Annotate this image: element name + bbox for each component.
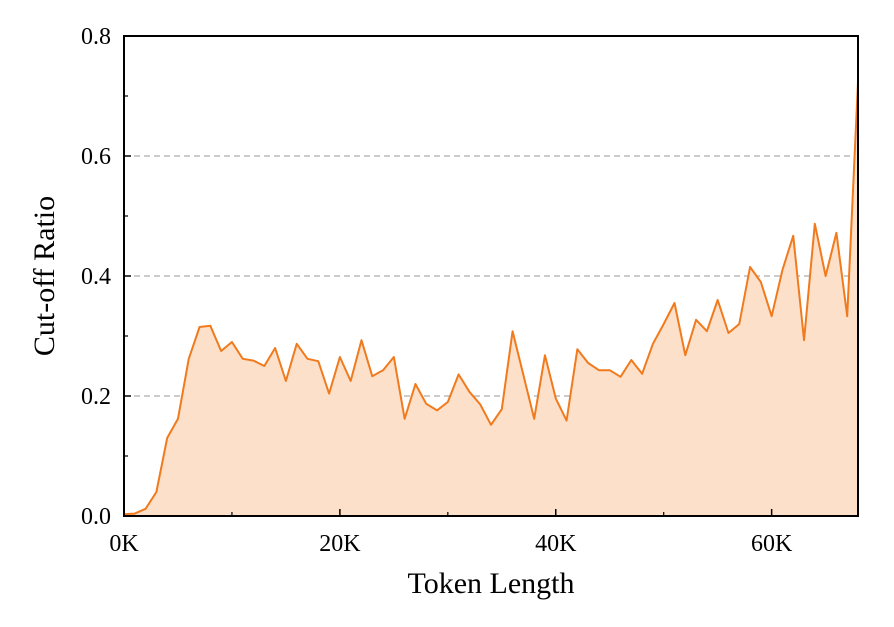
y-tick-label: 0.2: [81, 384, 111, 410]
x-tick-label: 60K: [751, 531, 793, 557]
y-tick-label: 0.8: [81, 24, 111, 50]
axis-ticks: 0K 20K 40K 60K 0.0 0.2 0.4 0.6 0.8: [81, 24, 793, 557]
y-tick-label: 0.4: [81, 264, 111, 290]
y-tick-label: 0.0: [81, 504, 111, 530]
y-axis-title: Cut-off Ratio: [28, 196, 61, 356]
series-line: [123, 81, 859, 516]
area-fill: [124, 82, 858, 516]
x-tick-label: 0K: [109, 531, 139, 557]
x-tick-label: 20K: [319, 531, 361, 557]
x-tick-label: 40K: [535, 531, 577, 557]
y-tick-label: 0.6: [81, 144, 111, 170]
x-axis-title: Token Length: [407, 567, 574, 600]
